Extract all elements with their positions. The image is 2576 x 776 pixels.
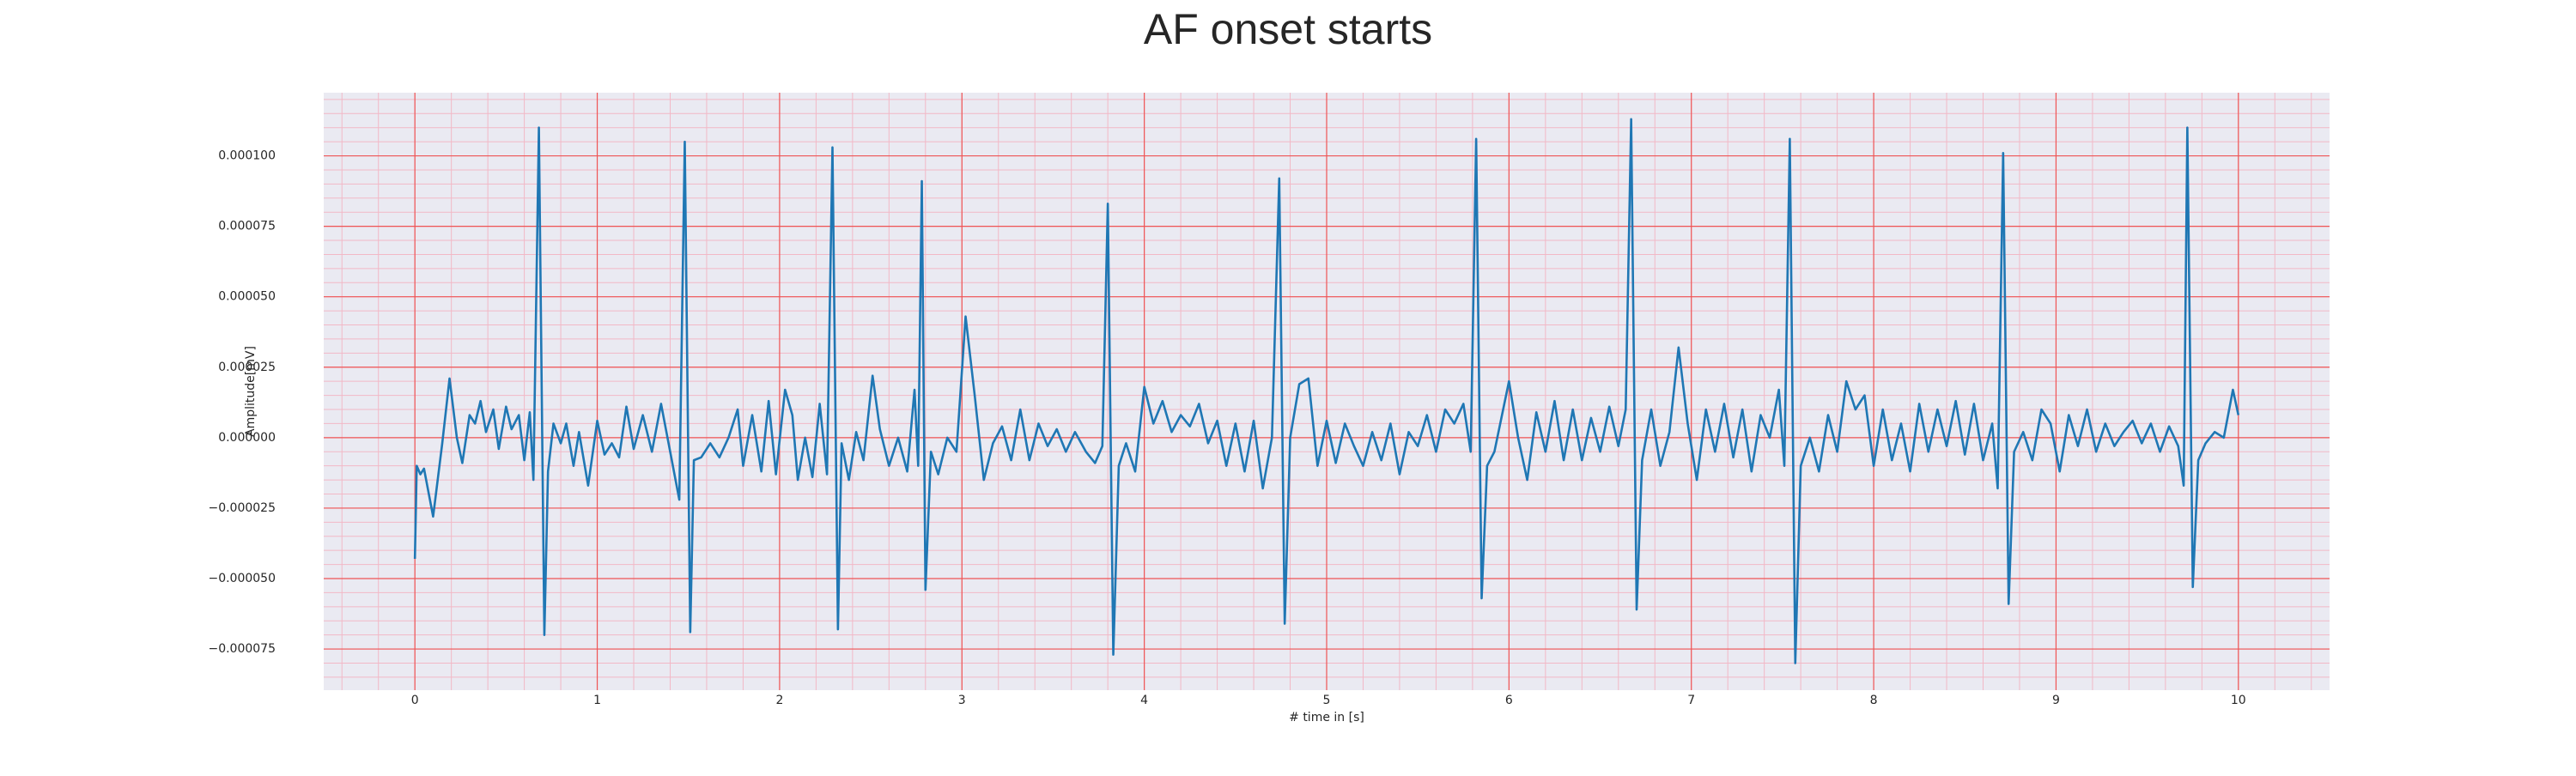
y-axis-label: Amplitude[mV] <box>244 346 258 437</box>
x-tick-label: 5 <box>1323 694 1331 707</box>
x-axis-label: # time in [s] <box>1289 711 1364 724</box>
x-tick-label: 4 <box>1140 694 1148 707</box>
x-tick-label: 9 <box>2052 694 2060 707</box>
x-tick-label: 1 <box>593 694 601 707</box>
y-tick-label: −0.000075 <box>208 642 276 656</box>
x-tick-label: 0 <box>411 694 419 707</box>
x-tick-label: 8 <box>1870 694 1878 707</box>
chart-title: AF onset starts <box>1144 5 1432 53</box>
x-tick-label: 6 <box>1505 694 1513 707</box>
x-tick-label: 2 <box>775 694 783 707</box>
ecg-line <box>413 118 2240 664</box>
x-tick-label: 10 <box>2231 694 2246 707</box>
y-tick-label: 0.000000 <box>218 431 276 445</box>
x-tick-label: 7 <box>1687 694 1695 707</box>
y-tick-label: 0.000100 <box>218 149 276 163</box>
y-tick-label: −0.000050 <box>208 572 276 585</box>
y-tick-label: 0.000025 <box>218 361 276 374</box>
y-tick-label: 0.000050 <box>218 290 276 304</box>
x-tick-label: 3 <box>958 694 966 707</box>
y-tick-label: 0.000075 <box>218 220 276 233</box>
y-tick-label: −0.000025 <box>208 501 276 515</box>
